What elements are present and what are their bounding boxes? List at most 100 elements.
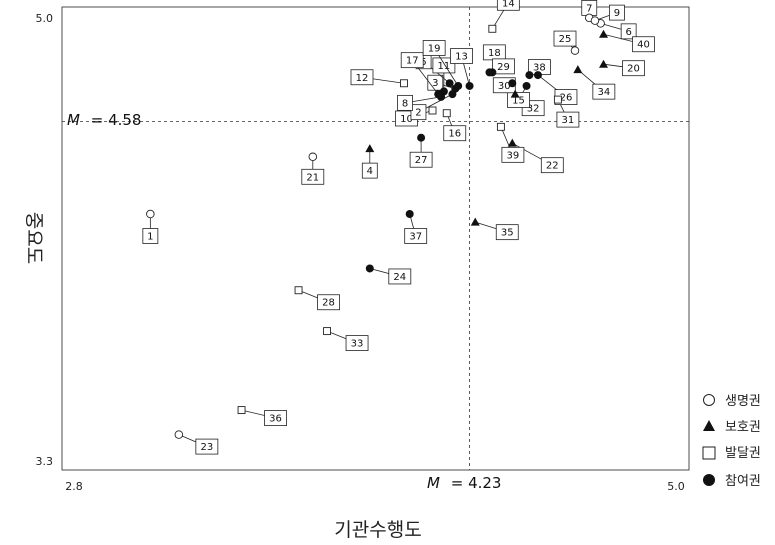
point-label: 9 — [614, 8, 620, 19]
point-label: 37 — [409, 231, 422, 242]
point-label-box — [492, 58, 515, 75]
point-label: 23 — [200, 442, 213, 453]
point-label: 14 — [502, 0, 515, 9]
data-point-4 — [365, 144, 375, 153]
legend-label-life: 생명권 — [725, 394, 761, 409]
point-label-box — [404, 228, 428, 244]
legend-label-development: 발달권 — [725, 446, 761, 461]
x-tick-min: 2.8 — [65, 480, 83, 493]
y-tick-min: 3.3 — [36, 455, 54, 468]
point-label: 32 — [527, 104, 540, 115]
point-label: 27 — [415, 155, 428, 166]
x-tick-max: 5.0 — [667, 480, 685, 493]
point-label: 6 — [625, 27, 631, 38]
point-label: 8 — [402, 98, 408, 109]
point-label: 29 — [497, 62, 510, 73]
data-point-26 — [533, 71, 542, 80]
point-label: 35 — [501, 228, 514, 239]
legend-item-participation: 참여권 — [703, 474, 761, 489]
point-label: 3 — [432, 78, 438, 89]
point-label: 19 — [428, 43, 441, 54]
point-label-box — [317, 294, 340, 311]
point-label: 30 — [498, 81, 511, 92]
data-point-30 — [508, 79, 517, 88]
point-label-box — [609, 4, 625, 21]
point-label: 2 — [415, 108, 421, 119]
point-label: 4 — [367, 166, 373, 177]
data-point-32 — [510, 89, 520, 98]
data-point-39 — [496, 122, 505, 131]
data-point-33 — [323, 327, 331, 336]
point-label-box — [556, 111, 580, 128]
point-label: 18 — [488, 48, 501, 59]
y-tick-max: 5.0 — [36, 12, 54, 25]
point-label: 34 — [597, 87, 610, 98]
point-label-box — [553, 30, 577, 47]
point-label-box — [632, 36, 655, 53]
point-label-box — [142, 228, 159, 244]
legend-marker-circle-filled — [703, 474, 715, 486]
point-label-box — [397, 94, 413, 111]
point-label-box — [622, 60, 645, 77]
data-point-22 — [507, 138, 517, 147]
data-point-16 — [442, 109, 451, 118]
data-point-5 — [445, 79, 454, 88]
mean-performance-symbol: M — [427, 474, 440, 492]
point-label-box — [592, 83, 616, 100]
point-label: 21 — [306, 172, 319, 183]
data-point-10 — [428, 106, 437, 115]
mean-importance-label: M = 4.58 — [67, 111, 141, 129]
point-label: 15 — [512, 95, 525, 106]
data-point-17 — [434, 90, 443, 99]
legend-item-protection: 보호권 — [703, 420, 761, 435]
data-point-35 — [470, 217, 480, 226]
legend: 생명권 보호권 발달권 참여권 — [702, 394, 761, 489]
point-label-box — [301, 168, 325, 185]
point-label: 33 — [351, 339, 364, 350]
data-point-25 — [570, 46, 580, 55]
point-label-box — [350, 69, 374, 86]
data-point-20 — [599, 59, 608, 68]
legend-marker-triangle — [703, 420, 715, 431]
point-label: 31 — [562, 115, 575, 126]
legend-label-protection: 보호권 — [725, 420, 761, 435]
point-label: 26 — [560, 93, 573, 104]
point-label-box — [450, 48, 473, 64]
data-point-13 — [465, 81, 474, 90]
data-points — [146, 13, 608, 439]
point-label-box — [264, 410, 287, 426]
data-point-29 — [485, 68, 494, 77]
data-point-14 — [488, 24, 497, 33]
legend-item-development: 발달권 — [702, 446, 761, 461]
point-label-box — [410, 104, 427, 121]
data-point-1 — [146, 209, 155, 219]
point-label-box — [409, 151, 433, 168]
point-label: 40 — [637, 40, 650, 51]
mean-importance-value: = 4.58 — [91, 111, 142, 129]
point-label: 38 — [533, 63, 546, 74]
point-label: 16 — [448, 129, 461, 140]
point-label-box — [345, 335, 369, 352]
point-label-box — [501, 146, 525, 163]
data-point-38 — [525, 71, 534, 80]
data-point-36 — [237, 406, 246, 415]
point-label: 24 — [393, 272, 406, 283]
data-point-31 — [553, 95, 562, 104]
point-label-box — [443, 125, 467, 142]
point-label: 1 — [147, 231, 153, 242]
data-point-28 — [294, 286, 303, 295]
plot-frame — [61, 6, 690, 471]
point-label: 10 — [400, 114, 413, 125]
point-label: 28 — [322, 298, 335, 309]
reference-lines — [62, 7, 689, 470]
point-label-box — [496, 0, 520, 11]
data-point-27 — [417, 133, 426, 142]
point-label: 7 — [586, 3, 592, 14]
data-point-15 — [522, 81, 531, 90]
mean-performance-value: = 4.23 — [451, 474, 502, 492]
point-label-box — [540, 157, 564, 174]
data-point-37 — [405, 209, 414, 218]
data-point-19 — [454, 81, 463, 90]
